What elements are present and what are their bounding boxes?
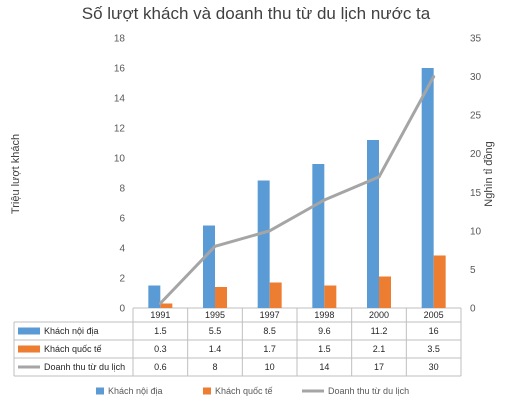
legend-label: Khách quốc tế <box>215 386 273 396</box>
table-cell: 9.6 <box>318 326 331 336</box>
line-point <box>322 198 326 202</box>
bar <box>433 255 446 308</box>
y-tick-label: 12 <box>114 124 126 135</box>
y2-tick-label: 5 <box>470 265 476 276</box>
legend-label: Doanh thu từ du lịch <box>328 386 409 396</box>
y-tick-label: 8 <box>119 184 125 195</box>
category-label: 1995 <box>205 310 225 320</box>
table-cell: 1.4 <box>209 344 222 354</box>
bar <box>257 180 270 308</box>
table-cell: 1.5 <box>154 326 167 336</box>
revenue-line <box>159 75 435 305</box>
y2-axis-label: Nghìn tỉ đồng <box>483 141 495 206</box>
y-axis-label: Triệu lượt khách <box>10 134 22 214</box>
y-tick-label: 16 <box>114 64 126 75</box>
category-label: 1991 <box>150 310 170 320</box>
y2-tick-label: 10 <box>470 226 482 237</box>
bar <box>148 285 161 308</box>
line-point <box>268 229 272 233</box>
y-tick-label: 10 <box>114 154 126 165</box>
table-cell: 1.5 <box>318 344 331 354</box>
bar <box>215 287 227 308</box>
bar <box>203 225 215 308</box>
table-series-name: Khách quốc tế <box>44 344 102 354</box>
line-point <box>432 75 436 79</box>
legend-label: Khách nội địa <box>108 386 163 396</box>
bar <box>367 140 379 308</box>
table-legend-key <box>18 327 40 335</box>
table-cell: 17 <box>374 362 384 372</box>
y-tick-label: 18 <box>114 34 126 45</box>
y2-tick-label: 15 <box>470 188 482 199</box>
table-cell: 5.5 <box>209 326 222 336</box>
y-tick-label: 2 <box>119 274 125 285</box>
table-cell: 0.6 <box>154 362 167 372</box>
bar <box>312 164 325 308</box>
bar <box>324 285 337 308</box>
category-label: 2005 <box>424 310 444 320</box>
y-tick-label: 4 <box>119 244 125 255</box>
table-cell: 0.3 <box>154 344 167 354</box>
table-cell: 16 <box>429 326 439 336</box>
table-cell: 2.1 <box>373 344 386 354</box>
bar <box>160 303 173 308</box>
table-series-name: Khách nội địa <box>44 326 99 336</box>
table-legend-key <box>18 345 40 353</box>
line-point <box>213 244 217 248</box>
legend-key <box>203 387 211 395</box>
category-label: 1998 <box>314 310 334 320</box>
table-cell: 3.5 <box>427 344 440 354</box>
y2-tick-label: 35 <box>470 34 482 45</box>
y-tick-label: 0 <box>119 304 125 315</box>
bar <box>379 276 391 308</box>
line-point <box>158 301 162 305</box>
table-cell: 30 <box>429 362 439 372</box>
table-series-name: Doanh thu từ du lịch <box>44 362 125 372</box>
table-cell: 8 <box>212 362 217 372</box>
table-cell: 10 <box>265 362 275 372</box>
chart-title: Số lượt khách và doanh thu từ du lịch nư… <box>82 4 431 23</box>
y-tick-label: 6 <box>119 214 125 225</box>
bar <box>421 68 434 308</box>
table-cell: 1.7 <box>263 344 276 354</box>
category-label: 2000 <box>369 310 389 320</box>
table-cell: 8.5 <box>263 326 276 336</box>
table-cell: 14 <box>319 362 329 372</box>
y-tick-label: 14 <box>114 94 126 105</box>
bar <box>269 282 282 308</box>
y2-tick-label: 0 <box>470 304 476 315</box>
line-point <box>377 175 381 179</box>
y2-tick-label: 25 <box>470 111 482 122</box>
table-cell: 11.2 <box>371 326 388 336</box>
legend-key <box>96 387 104 395</box>
category-label: 1997 <box>260 310 280 320</box>
y2-tick-label: 20 <box>470 149 482 160</box>
y2-tick-label: 30 <box>470 72 482 83</box>
